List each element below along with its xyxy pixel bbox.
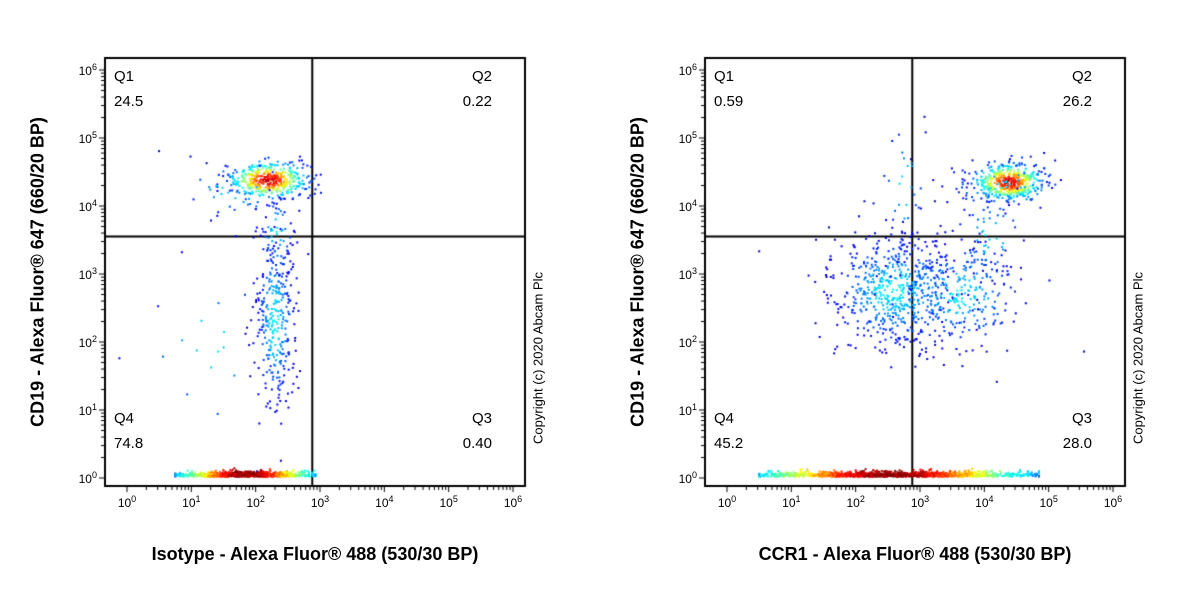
plot-panel-isotype: CD19 - Alexa Fluor® 647 (660/20 BP) Isot… (0, 0, 600, 600)
quadrant-value: 26.2 (1062, 93, 1092, 110)
quadrant-value: 28.0 (1062, 435, 1092, 452)
quadrant-name: Q3 (1071, 410, 1092, 427)
quadrant-value: 0.22 (462, 93, 492, 110)
scatter-canvas-ccr1 (600, 0, 1200, 600)
quadrant-value: 24.5 (114, 93, 144, 110)
quadrant-value: 0.59 (714, 93, 744, 110)
scatter-canvas-isotype (0, 0, 600, 600)
copyright-text: Copyright (c) 2020 Abcam Plc (530, 272, 546, 444)
quadrant-stat-q3: Q3 0.40 (463, 406, 492, 456)
quadrant-stat-q4: Q4 74.8 (114, 406, 143, 456)
quadrant-stat-q2: Q2 26.2 (1063, 64, 1092, 114)
quadrant-name: Q1 (114, 68, 135, 85)
quadrant-value: 45.2 (714, 435, 744, 452)
quadrant-value: 0.40 (462, 435, 492, 452)
y-axis-title: CD19 - Alexa Fluor® 647 (660/20 BP) (627, 117, 648, 427)
y-axis-title: CD19 - Alexa Fluor® 647 (660/20 BP) (27, 117, 48, 427)
quadrant-name: Q4 (714, 410, 735, 427)
quadrant-stat-q2: Q2 0.22 (463, 64, 492, 114)
quadrant-name: Q2 (471, 68, 492, 85)
quadrant-stat-q3: Q3 28.0 (1063, 406, 1092, 456)
quadrant-stat-q4: Q4 45.2 (714, 406, 743, 456)
quadrant-stat-q1: Q1 24.5 (114, 64, 143, 114)
quadrant-name: Q3 (471, 410, 492, 427)
quadrant-stat-q1: Q1 0.59 (714, 64, 743, 114)
x-axis-title: Isotype - Alexa Fluor® 488 (530/30 BP) (151, 544, 479, 564)
x-axis-title: CCR1 - Alexa Fluor® 488 (530/30 BP) (758, 544, 1072, 564)
quadrant-name: Q4 (114, 410, 135, 427)
plot-panel-ccr1: CD19 - Alexa Fluor® 647 (660/20 BP) CCR1… (600, 0, 1200, 600)
copyright-text: Copyright (c) 2020 Abcam Plc (1130, 272, 1146, 444)
quadrant-name: Q1 (714, 68, 735, 85)
quadrant-name: Q2 (1071, 68, 1092, 85)
quadrant-value: 74.8 (114, 435, 144, 452)
